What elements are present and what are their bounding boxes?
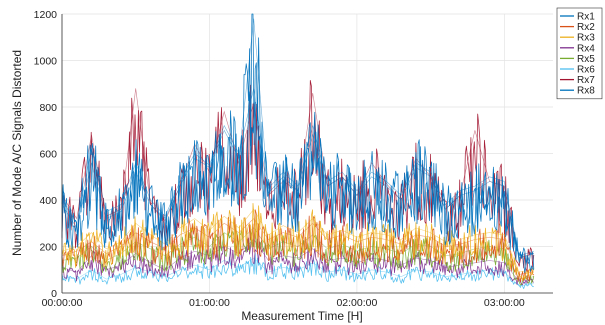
series-line-rx1 <box>61 91 535 270</box>
legend-label: Rx3 <box>577 33 595 44</box>
legend-label: Rx8 <box>577 86 595 97</box>
legend-label: Rx1 <box>577 12 595 23</box>
legend-label: Rx7 <box>577 75 595 86</box>
axes <box>61 14 553 294</box>
x-tick-label: 02:00:00 <box>336 297 377 309</box>
x-axis-title: Measurement Time [H] <box>241 309 362 323</box>
tick-labels: 0 200 400 600 800 1000 1200 00:00:00 01:00:00 02:… <box>34 9 525 309</box>
series-envelope-rx6 <box>61 257 534 287</box>
series-line-rx6 <box>61 253 534 290</box>
y-tick-label: 200 <box>39 242 57 254</box>
y-tick-label: 1000 <box>34 56 58 68</box>
series-line-rx8 <box>61 13 534 274</box>
series-layer <box>61 13 535 290</box>
legend-label: Rx2 <box>577 22 595 33</box>
legend-label: Rx5 <box>577 54 595 65</box>
series-envelope-rx8 <box>61 18 534 259</box>
legend-box <box>556 7 603 100</box>
x-tick-label: 01:00:00 <box>189 297 230 309</box>
y-axis-title: Number of Mode A/C Signals Distorted <box>10 50 24 256</box>
y-tick-label: 800 <box>39 102 57 114</box>
series-line-rx2 <box>61 209 535 283</box>
y-tick-label: 600 <box>39 149 57 161</box>
y-tick-label: 1200 <box>34 9 58 21</box>
legend-label: Rx6 <box>577 65 595 76</box>
x-tick-label: 00:00:00 <box>42 297 83 309</box>
series-line-rx3 <box>61 203 535 281</box>
series-envelope-rx3 <box>61 208 534 273</box>
y-tick-label: 0 <box>51 288 57 300</box>
y-tick-label: 400 <box>39 195 57 207</box>
legend-label: Rx4 <box>577 43 595 54</box>
x-tick-label: 03:00:00 <box>484 297 525 309</box>
